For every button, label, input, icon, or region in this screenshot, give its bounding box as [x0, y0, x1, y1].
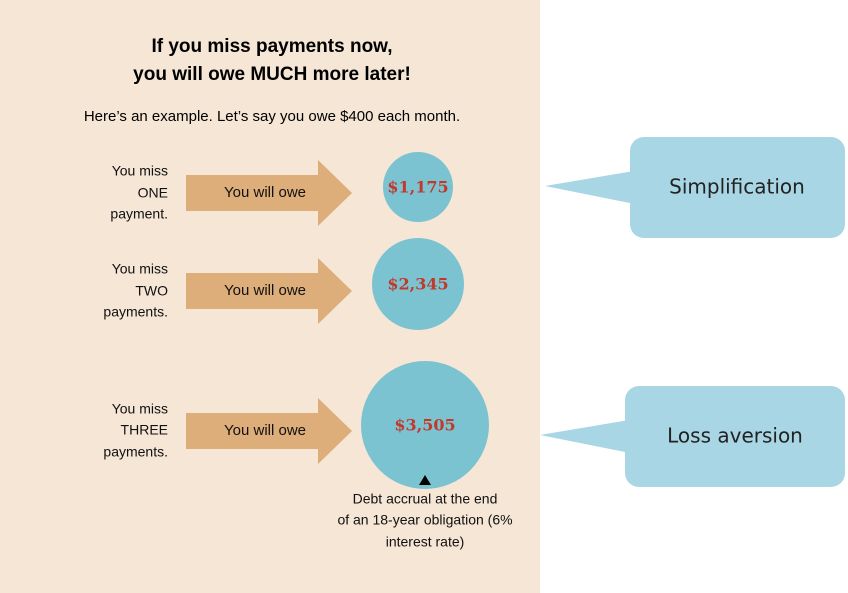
circle: [361, 361, 489, 489]
amount: $3,505: [394, 416, 455, 435]
row: You miss ONE payment. You will owe $1,17…: [110, 152, 453, 226]
row-label: payments.: [103, 444, 168, 460]
note: interest rate): [386, 534, 465, 550]
circle: [383, 152, 453, 222]
row-label: You miss: [112, 401, 168, 417]
callout-box: [625, 386, 845, 487]
arrow: [186, 398, 352, 464]
row-label: TWO: [135, 283, 168, 299]
row: You miss THREE payments. You will owe $3…: [103, 361, 489, 489]
arrow-text: You will owe: [224, 282, 306, 299]
note: Debt accrual at the end: [353, 491, 498, 507]
row-label: payments.: [103, 304, 168, 320]
row-label: ONE: [138, 185, 168, 201]
callout-tail: [540, 419, 635, 454]
arrow-text: You will owe: [224, 422, 306, 439]
callout-box: [630, 137, 845, 238]
row-label: THREE: [121, 422, 168, 438]
callout: Simplification: [545, 137, 845, 238]
title: If you miss payments now,: [151, 36, 392, 57]
amount: $2,345: [387, 275, 448, 294]
title: you will owe MUCH more later!: [133, 64, 411, 85]
arrow: [186, 258, 352, 324]
row-label: You miss: [112, 163, 168, 179]
arrow-text: You will owe: [224, 184, 306, 201]
callout-text: Simplification: [669, 175, 805, 199]
pointer: [419, 475, 431, 485]
callout: Loss aversion: [540, 386, 845, 487]
row-label: You miss: [112, 261, 168, 277]
callout-text: Loss aversion: [667, 424, 803, 448]
intro: Here’s an example. Let’s say you owe $40…: [84, 108, 460, 125]
note: of an 18-year obligation (6%: [337, 512, 512, 528]
callout-tail: [545, 170, 640, 205]
row: You miss TWO payments. You will owe $2,3…: [103, 238, 464, 330]
arrow: [186, 160, 352, 226]
circle: [372, 238, 464, 330]
amount: $1,175: [387, 178, 448, 197]
row-label: payment.: [110, 206, 168, 222]
